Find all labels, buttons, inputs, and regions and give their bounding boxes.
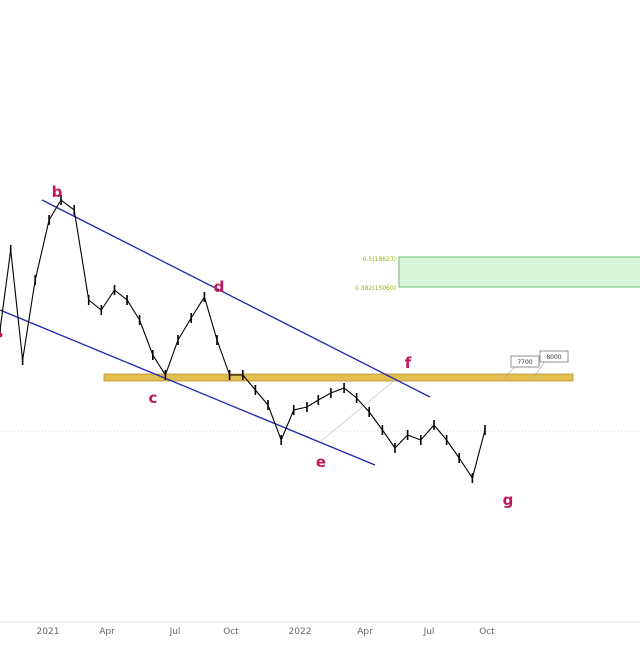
wave-label-c: c [149, 389, 158, 407]
x-tick-label: Apr [99, 627, 115, 637]
fib-level-label: 0.382(15060) [355, 285, 396, 292]
wave-label-d: d [214, 278, 225, 296]
fib-zone [398, 256, 640, 288]
wave-label-e: e [316, 453, 326, 471]
support-band [103, 373, 574, 382]
callout-box [539, 350, 569, 363]
callout-box [510, 355, 540, 368]
wave-label-b: b [52, 183, 63, 201]
wave-label-g: g [503, 491, 514, 509]
channel-upper-line [41, 199, 431, 398]
x-tick-label: Oct [223, 627, 239, 637]
x-tick-label: Jul [423, 627, 435, 637]
x-tick-label: Apr [357, 627, 373, 637]
callout-label: 8000 [546, 354, 561, 361]
wave-label-cutoff [0, 332, 3, 338]
callout-label: 7700 [517, 359, 532, 366]
x-tick-label: 2022 [289, 627, 312, 637]
channel-lower-line [0, 309, 376, 466]
x-tick-label: Jul [169, 627, 181, 637]
x-tick-label: Oct [479, 627, 495, 637]
callout-leader [533, 359, 547, 378]
wave-label-f: f [405, 354, 412, 372]
x-tick-label: 2021 [37, 627, 60, 637]
price-series-line [0, 199, 486, 480]
e-f-connector [319, 379, 396, 443]
fib-level-label: 0.5(18623) [363, 256, 396, 263]
